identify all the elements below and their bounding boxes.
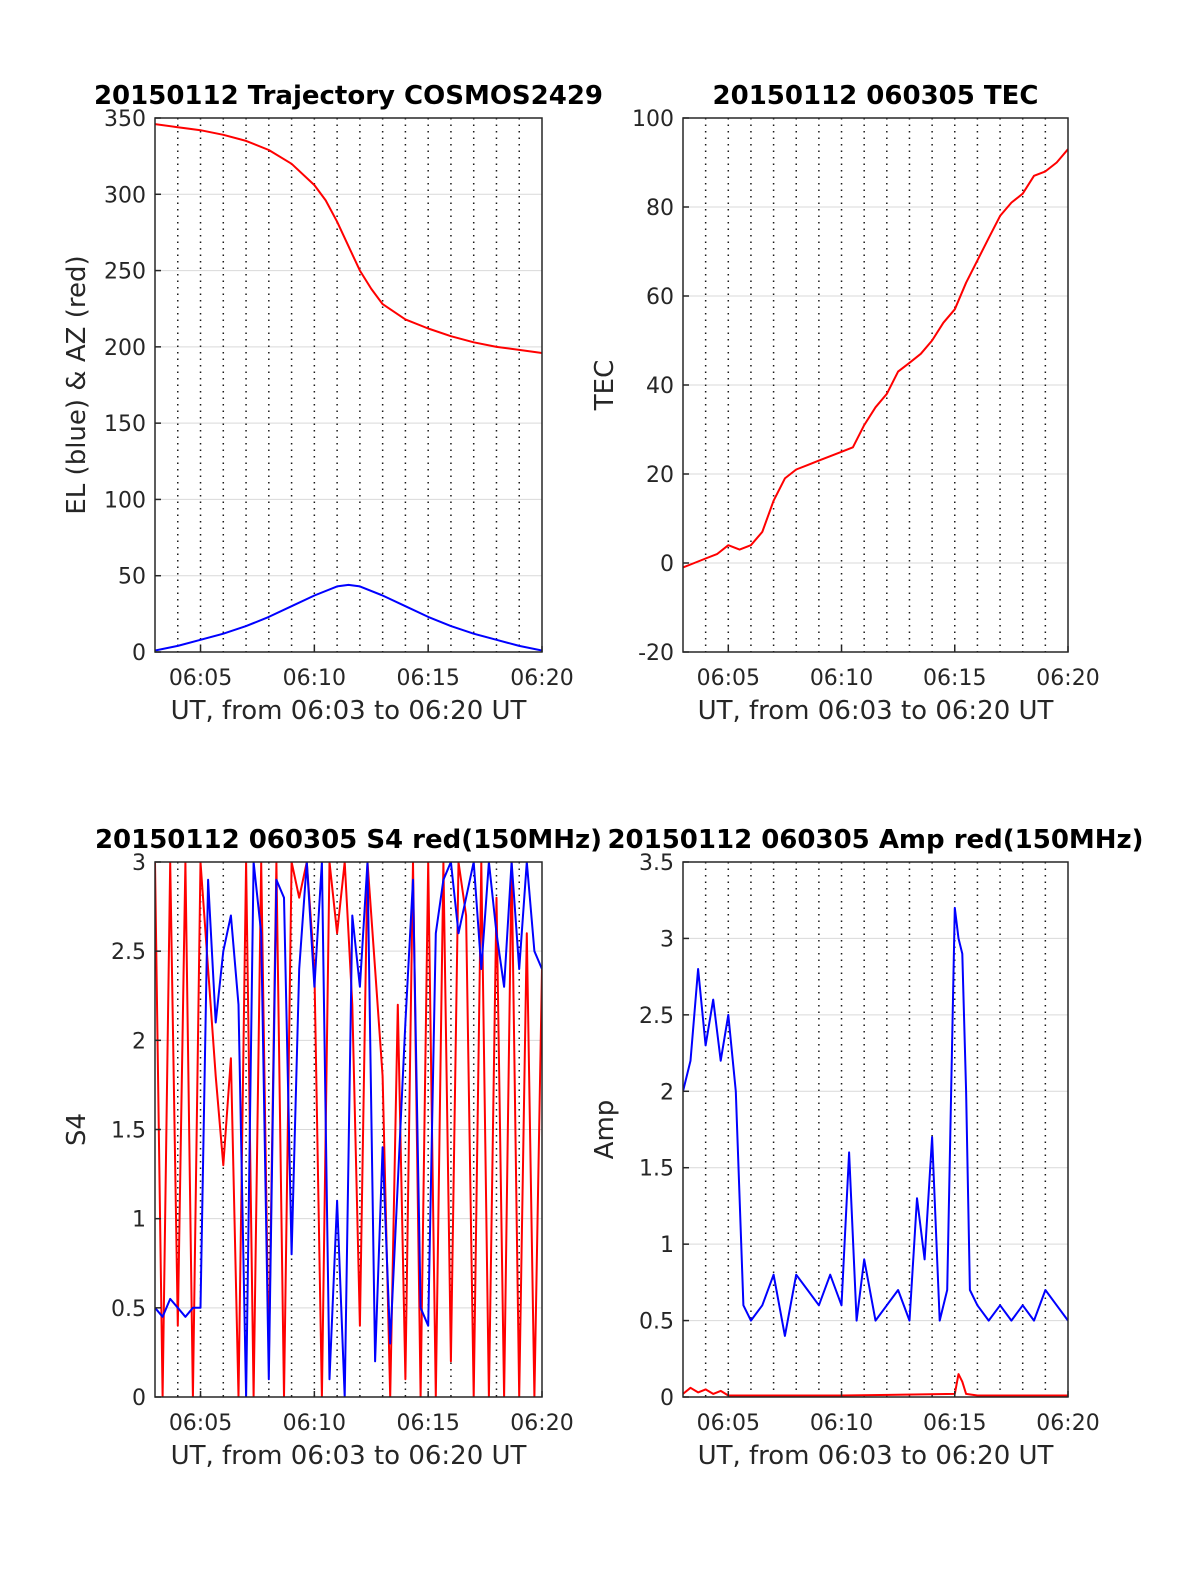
x-tick-label: 06:05 xyxy=(697,666,760,691)
series-line-1 xyxy=(155,583,542,652)
x-tick-label: 06:15 xyxy=(396,666,459,691)
plot-area xyxy=(155,118,542,652)
chart-title: 20150112 060305 S4 red(150MHz) xyxy=(95,825,602,855)
y-tick-label: 2.5 xyxy=(639,1004,674,1029)
y-axis-label: TEC xyxy=(590,360,620,411)
x-axis-label: UT, from 06:03 to 06:20 UT xyxy=(698,1441,1054,1471)
y-tick-label: 1 xyxy=(132,1208,146,1233)
y-tick-label: 2 xyxy=(132,1029,146,1054)
y-axis-label: Amp xyxy=(590,1100,620,1160)
y-tick-label: 0 xyxy=(132,1386,146,1411)
y-tick-label: 0 xyxy=(660,1386,674,1411)
y-tick-label: 100 xyxy=(104,488,146,513)
y-tick-label: 200 xyxy=(104,336,146,361)
axes-box xyxy=(154,117,543,653)
y-tick-label: 300 xyxy=(104,183,146,208)
series-line-0 xyxy=(683,1373,1068,1397)
chart-panel-3: 0 0.5 1 1.5 2 2.5 3 3.5 06:05 06:10 06:15 06:20 2015… xyxy=(590,825,1144,1471)
x-tick-label: 06:10 xyxy=(283,1411,346,1436)
y-tick-label: 1.5 xyxy=(111,1119,146,1144)
series-line-0 xyxy=(683,148,1068,569)
axes-box xyxy=(682,861,1069,1398)
y-tick-label: 50 xyxy=(118,565,146,590)
chart-title: 20150112 060305 TEC xyxy=(713,81,1039,111)
x-tick-label: 06:15 xyxy=(396,1411,459,1436)
x-tick-label: 06:20 xyxy=(1036,1411,1099,1436)
x-tick-label: 06:05 xyxy=(697,1411,760,1436)
y-tick-label: 0 xyxy=(660,552,674,577)
x-tick-label: 06:05 xyxy=(169,1411,232,1436)
series-line-1 xyxy=(683,906,1068,1337)
y-tick-label: 2 xyxy=(660,1080,674,1105)
y-tick-label: 250 xyxy=(104,260,146,285)
chart-title: 20150112 Trajectory COSMOS2429 xyxy=(94,81,603,111)
series-line-1 xyxy=(155,862,542,1397)
y-tick-label: 20 xyxy=(646,463,674,488)
x-tick-label: 06:10 xyxy=(810,1411,873,1436)
y-axis-label: EL (blue) & AZ (red) xyxy=(62,255,92,514)
x-axis-label: UT, from 06:03 to 06:20 UT xyxy=(698,696,1054,726)
y-tick-label: 80 xyxy=(646,196,674,221)
y-axis-label: S4 xyxy=(62,1113,92,1146)
y-tick-label: 100 xyxy=(632,107,674,132)
y-tick-label: 2.5 xyxy=(111,940,146,965)
x-axis-label: UT, from 06:03 to 06:20 UT xyxy=(171,696,527,726)
series-line-0 xyxy=(155,862,542,1397)
chart-panel-0: 0 50 100 150 200 250 300 350 06:05 06:10 06:15 06:2… xyxy=(62,81,603,726)
chart-panel-2: 0 0.5 1 1.5 2 2.5 3 06:05 06:10 06:15 06:20 2015011… xyxy=(62,825,602,1471)
y-tick-label: 3.5 xyxy=(639,851,674,876)
y-tick-label: 60 xyxy=(646,285,674,310)
y-tick-label: -20 xyxy=(638,641,674,666)
x-axis-label: UT, from 06:03 to 06:20 UT xyxy=(171,1441,527,1471)
plot-area xyxy=(683,862,1068,1397)
y-tick-label: 1.5 xyxy=(639,1157,674,1182)
x-tick-label: 06:10 xyxy=(810,666,873,691)
x-tick-label: 06:05 xyxy=(169,666,232,691)
y-tick-label: 40 xyxy=(646,374,674,399)
x-tick-label: 06:15 xyxy=(923,666,986,691)
y-tick-label: 0.5 xyxy=(111,1297,146,1322)
x-tick-label: 06:20 xyxy=(510,666,573,691)
y-tick-label: 3 xyxy=(132,851,146,876)
x-tick-label: 06:20 xyxy=(1036,666,1099,691)
y-tick-label: 0 xyxy=(132,641,146,666)
y-tick-label: 350 xyxy=(104,107,146,132)
chart-panel-1: -20 0 20 40 60 80 100 06:05 06:10 06:15 06:20 20150… xyxy=(590,81,1100,726)
y-tick-label: 3 xyxy=(660,927,674,952)
y-tick-label: 1 xyxy=(660,1233,674,1258)
y-tick-label: 150 xyxy=(104,412,146,437)
x-tick-label: 06:15 xyxy=(923,1411,986,1436)
y-tick-label: 0.5 xyxy=(639,1310,674,1335)
chart-title: 20150112 060305 Amp red(150MHz) xyxy=(607,825,1143,855)
x-tick-label: 06:20 xyxy=(510,1411,573,1436)
x-tick-label: 06:10 xyxy=(283,666,346,691)
series-line-0 xyxy=(155,123,542,354)
